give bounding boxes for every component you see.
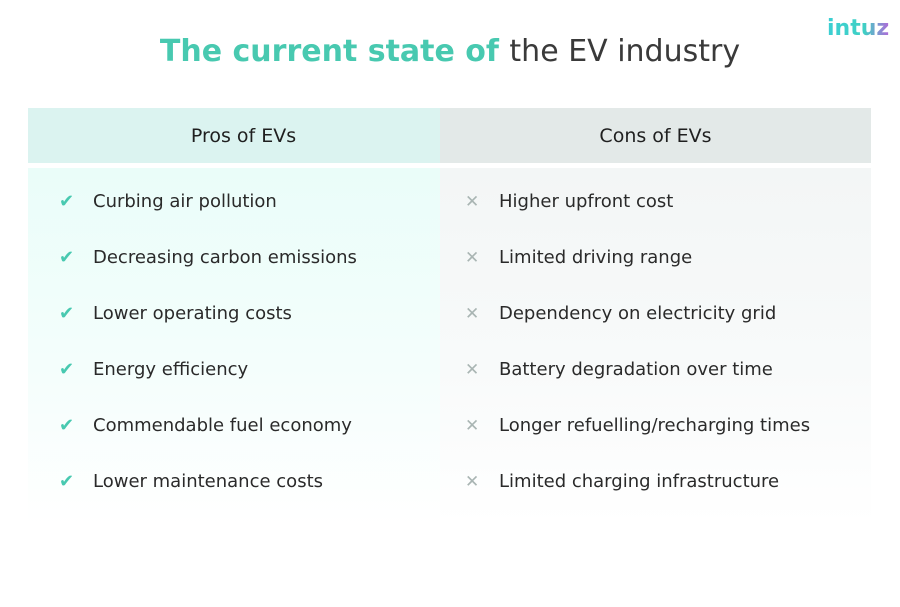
pros-item-label: Lower operating costs — [93, 303, 292, 324]
check-icon: ✔ — [59, 415, 75, 436]
check-icon: ✔ — [59, 359, 75, 380]
check-icon: ✔ — [59, 247, 75, 268]
page-title: The current state of the EV industry — [0, 34, 900, 69]
cross-icon: ✕ — [465, 192, 480, 212]
pros-panel: Pros of EVs ✔ Curbing air pollution ✔ Decr… — [28, 108, 459, 525]
pros-item-label: Decreasing carbon emissions — [93, 247, 357, 268]
cons-list-item: ✕ Limited charging infrastructure — [440, 470, 871, 526]
cross-icon: ✕ — [465, 248, 480, 268]
check-icon: ✔ — [59, 191, 75, 212]
pros-list-item: ✔ Decreasing carbon emissions — [28, 246, 459, 302]
cons-list-item: ✕ Battery degradation over time — [440, 358, 871, 414]
brand-logo: intuz — [827, 16, 890, 41]
title-accent: The current state of — [159, 34, 499, 69]
cross-icon: ✕ — [465, 304, 480, 324]
pros-item-label: Curbing air pollution — [93, 191, 277, 212]
pros-item-label: Commendable fuel economy — [93, 415, 352, 436]
pros-heading: Pros of EVs — [28, 108, 459, 163]
pros-item-label: Lower maintenance costs — [93, 471, 324, 492]
cons-item-label: Higher upfront cost — [499, 191, 674, 212]
check-icon: ✔ — [59, 471, 75, 492]
pros-list-item: ✔ Lower operating costs — [28, 302, 459, 358]
cons-list-item: ✕ Longer refuelling/recharging times — [440, 414, 871, 470]
check-icon: ✔ — [59, 303, 75, 324]
pros-list-item: ✔ Lower maintenance costs — [28, 470, 459, 526]
cons-item-label: Limited charging infrastructure — [499, 471, 780, 492]
cons-item-label: Limited driving range — [499, 247, 693, 268]
pros-list-item: ✔ Energy efficiency — [28, 358, 459, 414]
cons-item-label: Dependency on electricity grid — [499, 303, 777, 324]
cons-panel: Cons of EVs ✕ Higher upfront cost ✕ Limite… — [440, 108, 871, 525]
cross-icon: ✕ — [465, 472, 480, 492]
pros-item-label: Energy efficiency — [93, 359, 249, 380]
cons-item-label: Longer refuelling/recharging times — [499, 415, 811, 436]
cons-list-item: ✕ Higher upfront cost — [440, 190, 871, 246]
cons-item-label: Battery degradation over time — [499, 359, 773, 380]
pros-list: ✔ Curbing air pollution ✔ Decreasing carbo… — [28, 168, 459, 525]
cross-icon: ✕ — [465, 416, 480, 436]
cons-heading: Cons of EVs — [440, 108, 871, 163]
pros-list-item: ✔ Commendable fuel economy — [28, 414, 459, 470]
cons-list-item: ✕ Limited driving range — [440, 246, 871, 302]
cons-list-item: ✕ Dependency on electricity grid — [440, 302, 871, 358]
title-rest: the EV industry — [509, 34, 741, 69]
cross-icon: ✕ — [465, 360, 480, 380]
pros-list-item: ✔ Curbing air pollution — [28, 190, 459, 246]
cons-list: ✕ Higher upfront cost ✕ Limited driving ra… — [440, 168, 871, 525]
